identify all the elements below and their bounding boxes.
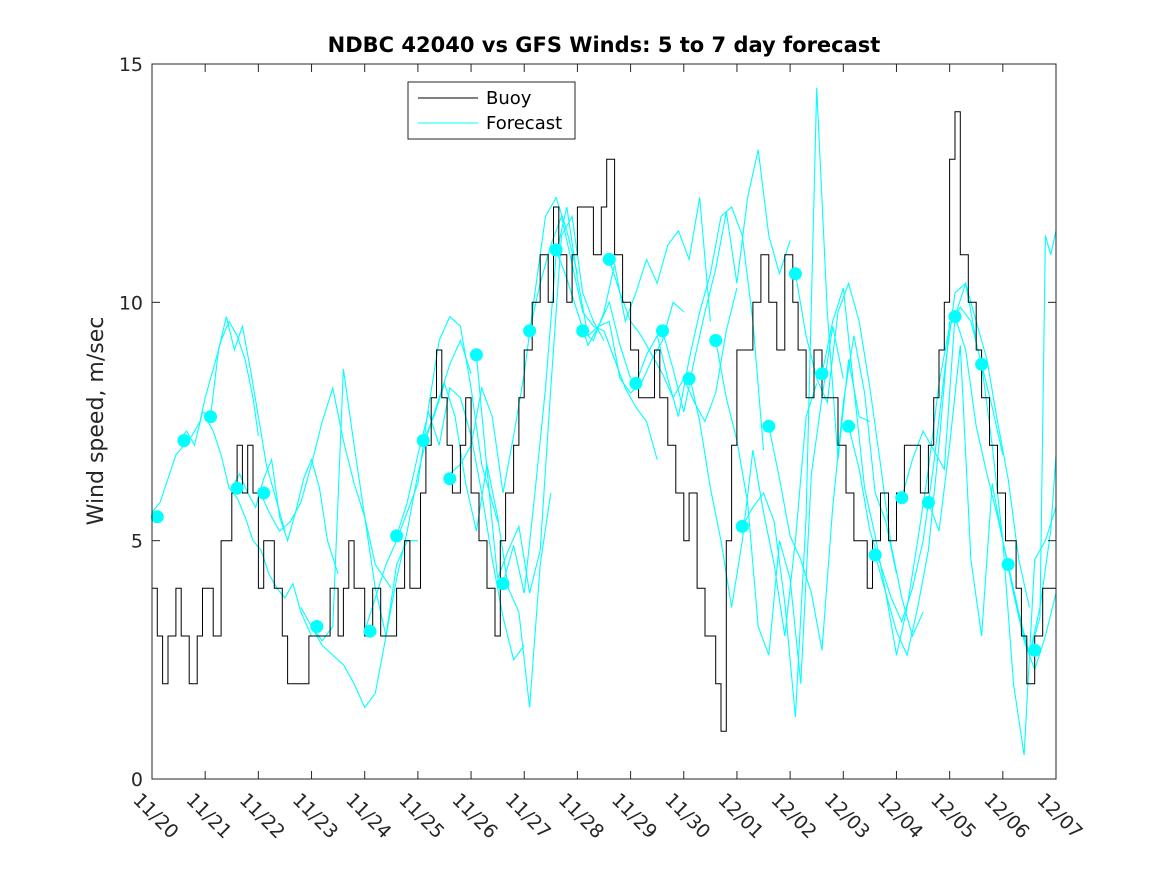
y-tick-label-0: 0 — [131, 769, 143, 791]
forecast-line-6 — [300, 369, 418, 642]
forecast-marker-22 — [762, 419, 776, 433]
forecast-marker-30 — [975, 357, 989, 371]
forecast-line-7 — [311, 338, 472, 709]
y-axis-label: Wind speed, m/sec — [84, 317, 109, 526]
buoy-series-group — [152, 111, 1057, 732]
forecast-line-29 — [927, 345, 1057, 756]
forecast-marker-10 — [443, 472, 457, 486]
y-axis-ticks: 0 5 10 15 — [119, 54, 1056, 791]
forecast-line-9 — [396, 387, 525, 662]
forecast-marker-18 — [656, 324, 669, 338]
forecast-line-31 — [981, 364, 1057, 672]
forecast-line-22 — [741, 87, 871, 718]
forecast-line-28 — [901, 281, 1030, 608]
forecast-marker-23 — [788, 267, 802, 281]
forecast-marker-12 — [496, 577, 510, 591]
legend-box — [407, 81, 576, 140]
y-tick-label-5: 5 — [131, 531, 143, 553]
forecast-line-1 — [151, 320, 259, 513]
forecast-marker-15 — [576, 324, 590, 338]
axes-box — [151, 63, 1057, 780]
forecast-marker-8 — [390, 529, 404, 543]
forecast-series-group — [151, 87, 1057, 756]
legend-label-buoy: Buoy — [486, 88, 532, 109]
forecast-marker-27 — [895, 491, 909, 505]
legend: Buoy Forecast — [407, 81, 576, 140]
legend-label-forecast: Forecast — [486, 113, 562, 134]
forecast-marker-5 — [257, 486, 271, 500]
forecast-marker-28 — [921, 496, 935, 509]
y-tick-label-10: 10 — [119, 292, 143, 314]
forecast-marker-3 — [204, 410, 217, 424]
forecast-marker-25 — [842, 419, 856, 433]
forecast-line-26 — [848, 282, 977, 624]
forecast-marker-21 — [735, 519, 749, 533]
forecast-line-24 — [794, 273, 924, 638]
forecast-marker-2 — [177, 434, 191, 448]
forecast-line-2 — [178, 316, 286, 532]
forecast-line-12 — [475, 214, 605, 594]
forecast-line-13 — [502, 206, 632, 594]
forecast-marker-26 — [868, 548, 882, 562]
forecast-marker-4 — [230, 481, 244, 495]
forecast-marker-9 — [416, 434, 430, 448]
forecast-marker-31 — [1001, 558, 1015, 571]
forecast-markers-group — [150, 243, 1042, 657]
forecast-marker-19 — [682, 372, 696, 386]
forecast-line-32 — [1007, 230, 1057, 658]
forecast-marker-14 — [549, 243, 563, 257]
forecast-line-15 — [555, 249, 685, 394]
forecast-line-14 — [529, 214, 658, 460]
forecast-line-16 — [582, 197, 711, 342]
forecast-marker-24 — [815, 367, 829, 381]
forecast-line-20 — [688, 373, 818, 637]
chart-title: NDBC 42040 vs GFS Winds: 5 to 7 day fore… — [328, 33, 881, 57]
forecast-line-19 — [661, 149, 791, 413]
buoy-line — [152, 111, 1057, 732]
forecast-marker-7 — [363, 624, 377, 638]
forecast-marker-32 — [1028, 643, 1042, 657]
forecast-marker-29 — [948, 310, 962, 324]
forecast-line-4 — [231, 457, 339, 575]
forecast-marker-16 — [602, 252, 616, 266]
forecast-line-23 — [768, 335, 898, 651]
forecast-line-3 — [204, 416, 313, 637]
forecast-marker-17 — [629, 376, 643, 390]
forecast-marker-11 — [469, 348, 483, 362]
forecast-marker-6 — [310, 620, 324, 633]
y-tick-label-15: 15 — [119, 54, 143, 76]
plot-area — [152, 64, 1056, 779]
forecast-marker-13 — [523, 324, 537, 338]
forecast-line-8 — [364, 315, 499, 632]
forecast-marker-20 — [709, 334, 723, 347]
forecast-marker-1 — [150, 510, 164, 524]
